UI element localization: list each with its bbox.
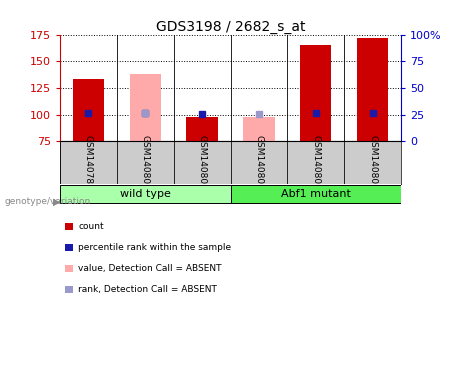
Bar: [117, 141, 174, 184]
Bar: [73, 79, 104, 141]
Text: GSM140802: GSM140802: [254, 135, 263, 189]
Text: percentile rank within the sample: percentile rank within the sample: [78, 243, 231, 252]
Text: GSM140786: GSM140786: [84, 134, 93, 189]
Bar: [60, 141, 117, 184]
Bar: [287, 141, 344, 184]
Bar: [243, 117, 275, 141]
Text: GSM140801: GSM140801: [198, 134, 207, 189]
Bar: [300, 45, 331, 141]
Text: GSM140800: GSM140800: [141, 134, 150, 189]
Bar: [357, 38, 388, 141]
Text: genotype/variation: genotype/variation: [5, 197, 91, 206]
Title: GDS3198 / 2682_s_at: GDS3198 / 2682_s_at: [156, 20, 305, 33]
Text: GSM140803: GSM140803: [311, 134, 320, 189]
Bar: [344, 141, 401, 184]
Text: GSM140804: GSM140804: [368, 135, 377, 189]
Text: value, Detection Call = ABSENT: value, Detection Call = ABSENT: [78, 264, 222, 273]
Text: rank, Detection Call = ABSENT: rank, Detection Call = ABSENT: [78, 285, 217, 295]
Bar: [174, 141, 230, 184]
Bar: [60, 185, 230, 202]
Bar: [230, 185, 401, 202]
Bar: [230, 141, 287, 184]
Text: Abf1 mutant: Abf1 mutant: [281, 189, 351, 199]
Text: wild type: wild type: [120, 189, 171, 199]
Text: count: count: [78, 222, 104, 231]
Bar: [130, 74, 161, 141]
Bar: [186, 117, 218, 141]
Text: ▶: ▶: [53, 197, 60, 207]
